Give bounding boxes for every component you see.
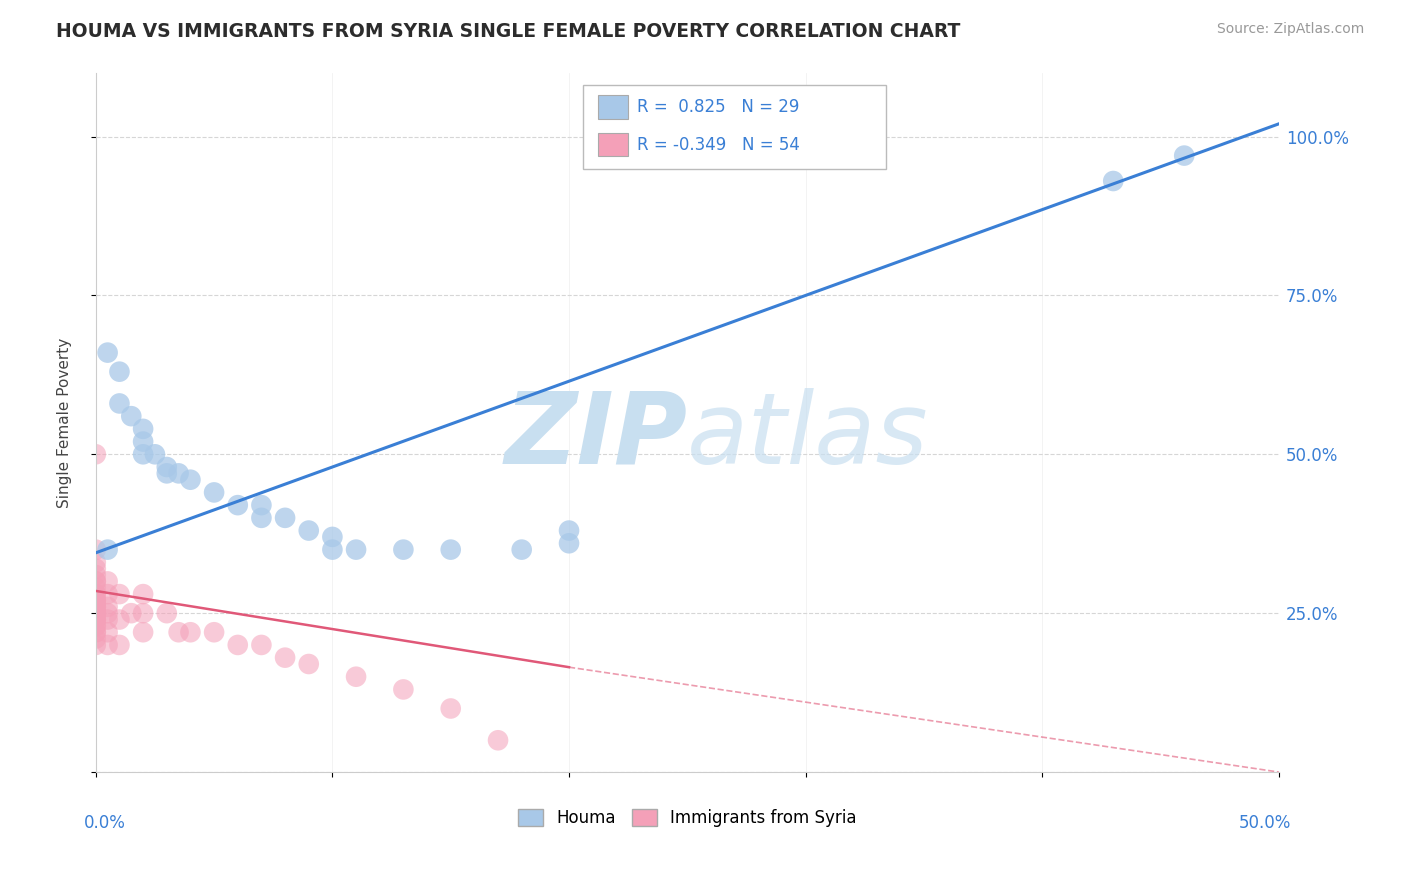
Point xyxy=(84,593,107,607)
Point xyxy=(84,599,107,614)
Point xyxy=(84,593,107,607)
Point xyxy=(84,613,107,627)
Point xyxy=(97,613,120,627)
Point xyxy=(202,625,225,640)
Text: ZIP: ZIP xyxy=(505,388,688,485)
Point xyxy=(298,524,321,538)
Point xyxy=(97,587,120,601)
Point xyxy=(179,625,201,640)
Point xyxy=(84,613,107,627)
Point xyxy=(440,542,463,557)
Point xyxy=(84,606,107,620)
Point xyxy=(84,587,107,601)
Point xyxy=(97,625,120,640)
Point xyxy=(156,467,179,481)
Text: 0.0%: 0.0% xyxy=(84,814,125,832)
Point xyxy=(84,619,107,633)
Point xyxy=(108,365,131,379)
Point xyxy=(250,498,273,512)
Point xyxy=(84,574,107,589)
Point xyxy=(167,625,190,640)
Point xyxy=(321,530,343,544)
Text: 50.0%: 50.0% xyxy=(1239,814,1291,832)
Point xyxy=(84,606,107,620)
Point xyxy=(84,593,107,607)
Point xyxy=(274,511,297,525)
Point xyxy=(226,498,249,512)
Point xyxy=(84,587,107,601)
Point xyxy=(97,638,120,652)
Point xyxy=(250,511,273,525)
Point xyxy=(1173,148,1195,162)
Point xyxy=(486,733,509,747)
Point xyxy=(97,574,120,589)
Point xyxy=(84,542,107,557)
Point xyxy=(558,536,581,550)
Point xyxy=(440,701,463,715)
Point xyxy=(84,447,107,461)
Point xyxy=(156,460,179,475)
Point xyxy=(84,638,107,652)
Text: R = -0.349   N = 54: R = -0.349 N = 54 xyxy=(637,136,800,153)
Point xyxy=(321,542,343,557)
Point xyxy=(132,447,155,461)
Point xyxy=(344,542,367,557)
Point xyxy=(84,625,107,640)
Point xyxy=(108,587,131,601)
Point xyxy=(179,473,201,487)
Point xyxy=(132,587,155,601)
Point xyxy=(108,396,131,410)
Point xyxy=(84,619,107,633)
Point xyxy=(132,606,155,620)
Point xyxy=(344,670,367,684)
Point xyxy=(84,632,107,646)
Text: HOUMA VS IMMIGRANTS FROM SYRIA SINGLE FEMALE POVERTY CORRELATION CHART: HOUMA VS IMMIGRANTS FROM SYRIA SINGLE FE… xyxy=(56,22,960,41)
Point xyxy=(226,638,249,652)
Point xyxy=(84,606,107,620)
Point xyxy=(167,467,190,481)
Point xyxy=(120,409,142,424)
Text: atlas: atlas xyxy=(688,388,929,485)
Point xyxy=(392,682,415,697)
Point xyxy=(132,422,155,436)
Point xyxy=(84,574,107,589)
Point xyxy=(298,657,321,671)
Point xyxy=(97,599,120,614)
Point xyxy=(510,542,533,557)
Point xyxy=(108,613,131,627)
Point xyxy=(120,606,142,620)
Point xyxy=(84,568,107,582)
Point xyxy=(97,606,120,620)
Y-axis label: Single Female Poverty: Single Female Poverty xyxy=(58,337,72,508)
Point xyxy=(143,447,166,461)
Point xyxy=(84,599,107,614)
Point xyxy=(97,542,120,557)
Point xyxy=(97,345,120,359)
Legend: Houma, Immigrants from Syria: Houma, Immigrants from Syria xyxy=(510,802,863,834)
Point xyxy=(1102,174,1125,188)
Point xyxy=(558,524,581,538)
Point xyxy=(84,581,107,595)
Point xyxy=(392,542,415,557)
Point xyxy=(156,606,179,620)
Point xyxy=(84,562,107,576)
Point xyxy=(274,650,297,665)
Point xyxy=(84,599,107,614)
Point xyxy=(250,638,273,652)
Text: Source: ZipAtlas.com: Source: ZipAtlas.com xyxy=(1216,22,1364,37)
Point xyxy=(132,625,155,640)
Text: R =  0.825   N = 29: R = 0.825 N = 29 xyxy=(637,98,799,116)
Point xyxy=(132,434,155,449)
Point xyxy=(84,613,107,627)
Point xyxy=(108,638,131,652)
Point xyxy=(84,625,107,640)
Point xyxy=(84,555,107,569)
Point xyxy=(202,485,225,500)
